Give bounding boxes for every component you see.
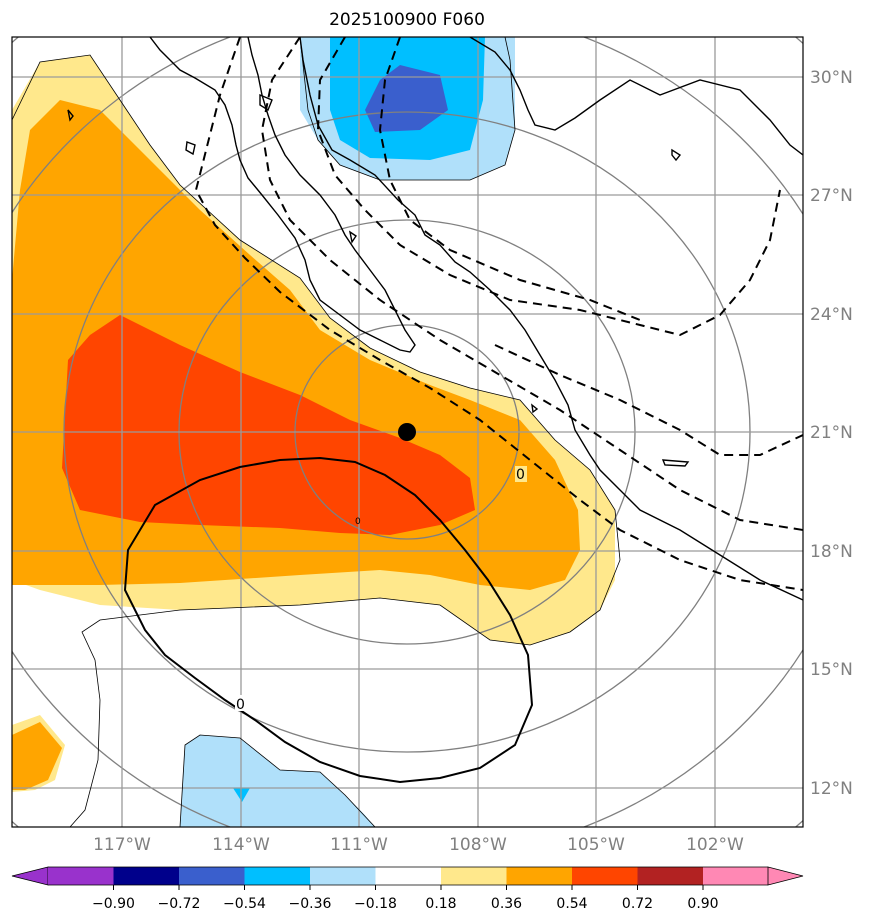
colorbar-extend-low xyxy=(11,866,49,886)
map-frame xyxy=(11,36,804,828)
coastlines xyxy=(67,37,803,601)
zero-contour xyxy=(123,456,534,784)
colorbar-label: 0.72 xyxy=(622,896,653,912)
lon-label: 108°W xyxy=(449,835,507,855)
lon-label: 105°W xyxy=(567,835,625,855)
contour-fill-0.54-sw xyxy=(12,722,62,790)
colorbar-label: −0.72 xyxy=(158,896,201,912)
colorbar-label: 0.90 xyxy=(687,896,718,912)
colorbar: −0.90 −0.72 −0.54 −0.36 −0.18 0.18 0.36 … xyxy=(11,866,804,912)
colorbar-label: 0.36 xyxy=(491,896,522,912)
contour-label-3: 0 xyxy=(355,517,361,527)
colorbar-label: 0.54 xyxy=(556,896,587,912)
lat-label: 21°N xyxy=(810,423,853,443)
colorbar-label: −0.36 xyxy=(289,896,332,912)
contour-label-1: 0 xyxy=(236,697,245,713)
graticule xyxy=(12,37,803,827)
contour-fill-neg-0.18-south xyxy=(180,735,375,827)
colorbar-label: −0.90 xyxy=(92,896,135,912)
lon-label: 102°W xyxy=(686,835,744,855)
lat-label: 18°N xyxy=(810,542,853,562)
latitude-labels: 30°N 27°N 24°N 21°N 18°N 15°N 12°N xyxy=(810,68,853,799)
lat-label: 30°N xyxy=(810,68,853,88)
storm-center-dot xyxy=(398,423,416,441)
colorbar-label: −0.18 xyxy=(354,896,397,912)
lon-label: 114°W xyxy=(212,835,270,855)
lat-label: 24°N xyxy=(810,305,853,325)
contour-label-2: 0 xyxy=(516,467,525,483)
map-title: 2025100900 F060 xyxy=(329,10,485,30)
lat-label: 27°N xyxy=(810,186,853,206)
colorbar-extend-high xyxy=(767,866,804,886)
longitude-labels: 117°W 114°W 111°W 108°W 105°W 102°W xyxy=(93,835,744,855)
colorbar-label: −0.54 xyxy=(223,896,266,912)
lat-label: 12°N xyxy=(810,779,853,799)
contour-fill-0.54 xyxy=(62,315,475,535)
lon-label: 111°W xyxy=(330,835,388,855)
lat-label: 15°N xyxy=(810,660,853,680)
lon-label: 117°W xyxy=(93,835,151,855)
thin-contours xyxy=(12,37,621,827)
colorbar-label: 0.18 xyxy=(425,896,456,912)
dashed-contours xyxy=(194,37,803,591)
